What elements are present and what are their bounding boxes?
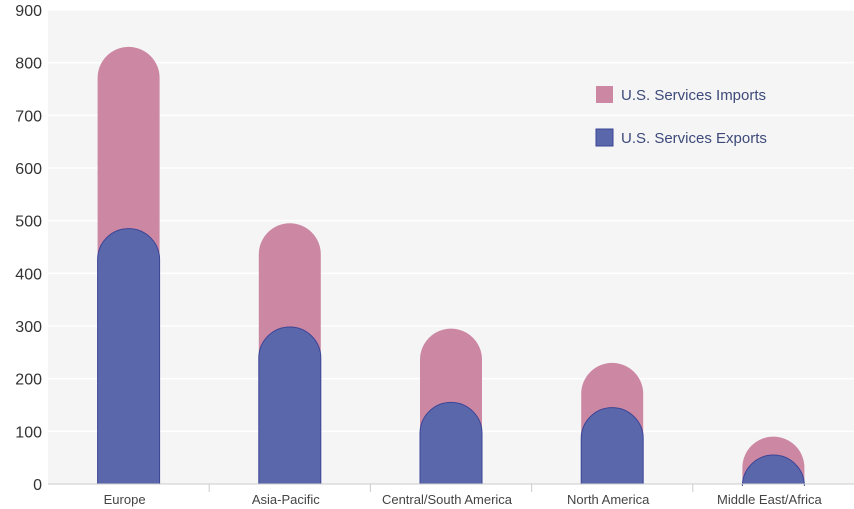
bar-exports-north-america	[580, 407, 644, 485]
legend: U.S. Services Imports U.S. Services Expor…	[595, 86, 767, 147]
y-tick-label: 700	[15, 108, 42, 125]
y-tick-label: 200	[15, 372, 42, 389]
y-axis: 0 100 200 300 400 500 600 700 800 900	[15, 3, 42, 494]
bars-group	[97, 46, 805, 487]
y-tick-label: 0	[33, 477, 42, 494]
y-tick-label: 900	[15, 3, 42, 20]
x-axis: Europe Asia-Pacific Central/South America N…	[48, 483, 854, 507]
bar-exports-europe	[97, 228, 161, 485]
x-tick-label: North America	[567, 492, 650, 507]
bar-exports-asia-pacific	[258, 326, 322, 485]
bar-exports-central-south-america	[419, 401, 483, 485]
y-tick-label: 400	[15, 266, 42, 283]
legend-swatch	[595, 128, 614, 147]
y-tick-label: 600	[15, 161, 42, 178]
legend-label: U.S. Services Imports	[621, 87, 766, 104]
x-tick-label: Middle East/Africa	[717, 492, 823, 507]
y-tick-label: 100	[15, 424, 42, 441]
y-tick-label: 300	[15, 319, 42, 336]
x-tick-label: Central/South America	[382, 492, 513, 507]
y-tick-label: 500	[15, 214, 42, 231]
y-tick-label: 800	[15, 56, 42, 73]
x-tick-label: Asia-Pacific	[252, 492, 320, 507]
bar-exports-middle-east-africa	[741, 454, 805, 487]
legend-label: U.S. Services Exports	[621, 130, 767, 147]
x-tick-label: Europe	[104, 492, 146, 507]
legend-swatch	[596, 86, 613, 103]
